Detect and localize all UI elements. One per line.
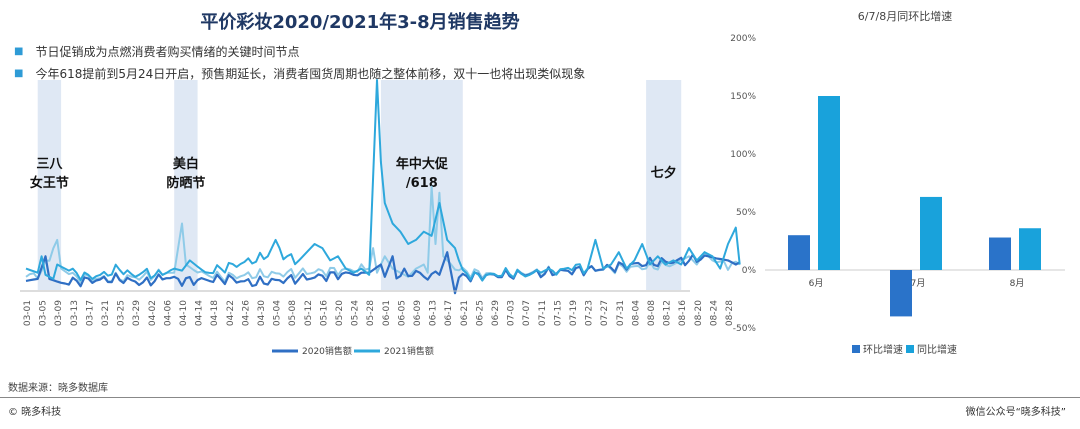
festival-band (37, 80, 62, 290)
x-tick-label: 03-25 (117, 300, 127, 326)
bar-yoy (818, 96, 840, 270)
series-line-0 (25, 251, 741, 295)
x-tick-label: 05-28 (366, 300, 376, 326)
bullet-item: ■ 今年618提前到5月24日开启，预售期延长，消费者囤货周期也随之整体前移，双… (14, 62, 585, 84)
x-tick-label: 08-28 (725, 300, 735, 326)
x-tick-label: 03-13 (70, 300, 80, 326)
bar-y-tick-label: 200% (730, 34, 756, 44)
festival-label: 三八 (36, 157, 63, 172)
bullet-text: 节日促销成为点燃消费者购买情绪的关键时间节点 (35, 44, 300, 59)
data-source: 数据来源：晓多数据库 (8, 383, 108, 394)
bar-mom (890, 270, 912, 317)
bullet-dot-icon: ■ (14, 45, 24, 57)
series-line-2 (25, 185, 741, 284)
x-tick-label: 07-27 (600, 300, 610, 326)
x-tick-label: 08-24 (709, 300, 719, 326)
x-tick-label: 07-07 (522, 300, 532, 326)
footer-wechat: 微信公众号“晓多科技” (965, 407, 1066, 418)
x-tick-label: 06-25 (475, 300, 485, 326)
bullet-list: ■ 节日促销成为点燃消费者购买情绪的关键时间节点 ■ 今年618提前到5月24日… (14, 40, 585, 84)
x-tick-label: 03-21 (101, 300, 111, 326)
x-tick-label: 07-31 (616, 300, 626, 326)
x-tick-label: 06-17 (444, 300, 454, 326)
festival-label: 美白 (173, 156, 199, 172)
x-tick-label: 03-09 (54, 300, 64, 326)
x-tick-label: 05-04 (273, 300, 283, 326)
bar-yoy (1019, 228, 1041, 270)
x-tick-label: 05-24 (351, 300, 361, 326)
x-tick-label: 04-18 (210, 300, 220, 326)
bar-legend-label: 环比增速 (863, 343, 903, 356)
x-tick-label: 06-05 (397, 300, 407, 326)
main-title: 平价彩妆2020/2021年3-8月销售趋势 (200, 12, 520, 33)
legend-label: 2021销售额 (384, 345, 434, 357)
x-tick-label: 06-29 (491, 300, 501, 326)
x-tick-label: 06-13 (429, 300, 439, 326)
bar-y-tick-label: 100% (730, 150, 756, 160)
x-tick-label: 04-26 (241, 300, 251, 326)
x-tick-label: 06-21 (460, 300, 470, 326)
festival-label: 七夕 (651, 165, 677, 181)
bar-category-label: 7月 (911, 278, 926, 289)
bar-y-tick-label: -50% (733, 324, 757, 334)
bar-yoy (920, 196, 942, 270)
x-tick-label: 07-19 (569, 300, 579, 326)
x-tick-label: 05-20 (335, 300, 345, 326)
bar-mom (989, 237, 1011, 270)
bar-legend-label: 同比增速 (917, 343, 957, 356)
x-tick-label: 03-05 (39, 300, 49, 326)
bar-legend-swatch (906, 345, 914, 353)
festival-label: 年中大促 (396, 156, 449, 172)
legend-label: 2020销售额 (302, 345, 352, 357)
x-tick-label: 04-06 (163, 300, 173, 326)
x-tick-label: 07-11 (538, 300, 548, 326)
x-tick-label: 06-01 (382, 300, 392, 326)
footer-divider (0, 397, 1080, 398)
festival-label: 防晒节 (166, 175, 205, 191)
x-tick-label: 04-22 (226, 300, 236, 326)
x-tick-label: 05-16 (319, 300, 329, 326)
x-tick-label: 04-30 (257, 300, 267, 326)
x-tick-label: 08-08 (647, 300, 657, 326)
series-line-1 (25, 79, 741, 282)
x-tick-label: 08-04 (631, 300, 641, 326)
festival-label: /618 (406, 176, 438, 191)
x-tick-label: 05-08 (288, 300, 298, 326)
bullet-dot-icon: ■ (14, 67, 24, 79)
bar-y-tick-label: 0% (742, 266, 757, 276)
bar-category-label: 6月 (809, 278, 824, 289)
festival-label: 女王节 (30, 175, 69, 191)
bar-legend-swatch (852, 345, 860, 353)
x-tick-label: 05-12 (304, 300, 314, 326)
x-tick-label: 07-23 (585, 300, 595, 326)
bar-mom (788, 235, 810, 270)
x-tick-label: 06-09 (413, 300, 423, 326)
x-tick-label: 08-12 (663, 300, 673, 326)
x-tick-label: 04-14 (195, 300, 205, 326)
bar-y-tick-label: 150% (730, 92, 756, 102)
x-tick-label: 03-17 (85, 300, 95, 326)
x-tick-label: 08-16 (678, 300, 688, 326)
bar-y-tick-label: 50% (736, 208, 756, 218)
x-tick-label: 07-15 (553, 300, 563, 326)
x-tick-label: 08-20 (694, 300, 704, 326)
bullet-text: 今年618提前到5月24日开启，预售期延长，消费者囤货周期也随之整体前移，双十一… (35, 66, 586, 81)
x-tick-label: 04-02 (148, 300, 158, 326)
festival-band (380, 80, 463, 290)
footer-copyright: © 晓多科技 (8, 407, 62, 418)
x-tick-label: 03-01 (23, 300, 33, 326)
bar-chart-title: 6/7/8月同环比增速 (857, 10, 953, 23)
x-tick-label: 04-10 (179, 300, 189, 326)
bar-category-label: 8月 (1010, 278, 1025, 289)
bullet-item: ■ 节日促销成为点燃消费者购买情绪的关键时间节点 (14, 40, 585, 62)
x-tick-label: 03-29 (132, 300, 142, 326)
x-tick-label: 07-03 (507, 300, 517, 326)
festival-band (646, 80, 682, 290)
